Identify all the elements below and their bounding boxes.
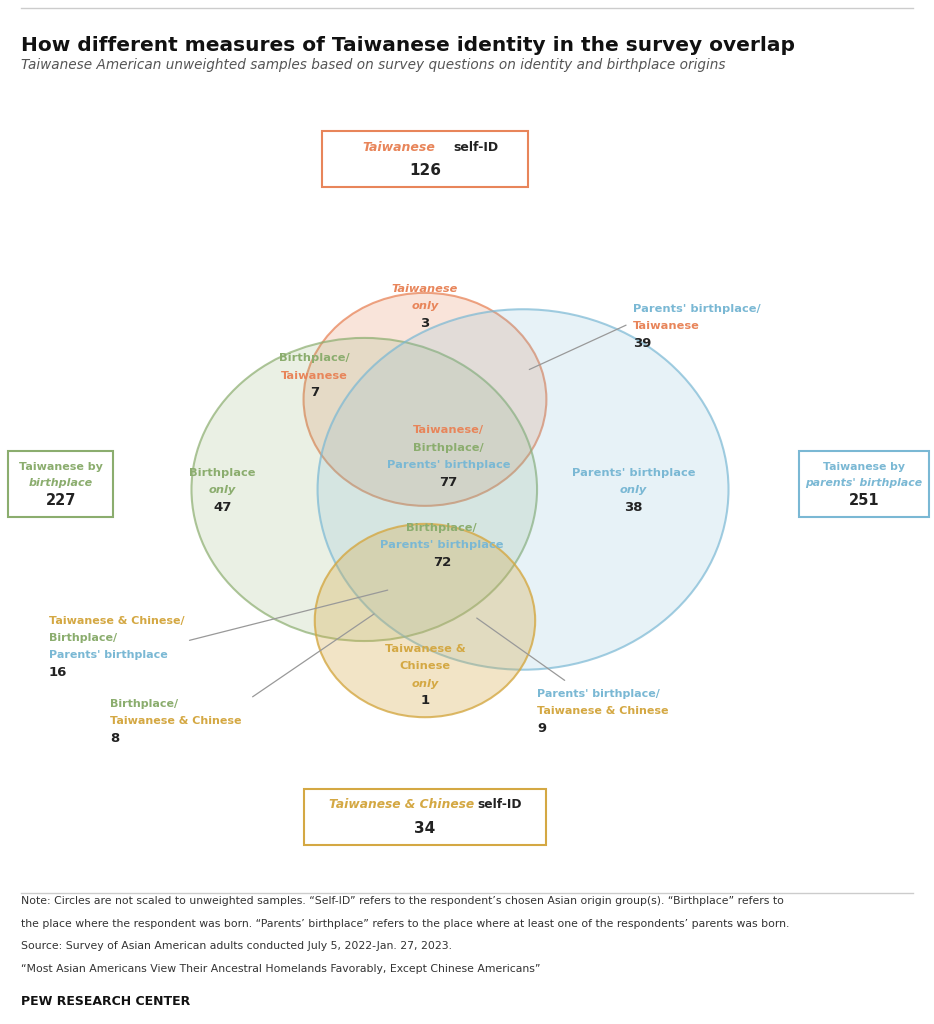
Text: Taiwanese/: Taiwanese/ xyxy=(413,426,484,435)
Circle shape xyxy=(191,338,537,641)
Text: 16: 16 xyxy=(49,666,67,679)
Text: Taiwanese: Taiwanese xyxy=(391,284,459,294)
Circle shape xyxy=(304,293,546,506)
Text: 126: 126 xyxy=(409,163,441,178)
Text: Birthplace/: Birthplace/ xyxy=(110,699,178,709)
Text: 227: 227 xyxy=(46,494,76,509)
Text: 8: 8 xyxy=(110,732,120,745)
Text: Note: Circles are not scaled to unweighted samples. “Self-ID” refers to the resp: Note: Circles are not scaled to unweight… xyxy=(21,896,784,906)
Text: Parents' birthplace: Parents' birthplace xyxy=(572,468,695,478)
Text: Birthplace/: Birthplace/ xyxy=(406,523,477,532)
Circle shape xyxy=(315,524,535,717)
Text: 39: 39 xyxy=(633,337,652,350)
Text: 1: 1 xyxy=(420,694,430,708)
Text: Birthplace/: Birthplace/ xyxy=(279,353,350,364)
Text: Taiwanese American unweighted samples based on survey questions on identity and : Taiwanese American unweighted samples ba… xyxy=(21,58,725,73)
Text: 251: 251 xyxy=(849,494,879,509)
Text: Birthplace/: Birthplace/ xyxy=(49,633,117,643)
Text: 9: 9 xyxy=(537,722,546,735)
Text: 72: 72 xyxy=(432,556,451,569)
Text: Parents' birthplace: Parents' birthplace xyxy=(387,460,510,470)
Text: self-ID: self-ID xyxy=(477,799,522,811)
Text: Birthplace: Birthplace xyxy=(189,468,256,478)
Text: Taiwanese & Chinese: Taiwanese & Chinese xyxy=(329,799,474,811)
Text: 7: 7 xyxy=(310,386,319,399)
Text: only: only xyxy=(619,485,647,496)
Text: How different measures of Taiwanese identity in the survey overlap: How different measures of Taiwanese iden… xyxy=(21,36,795,55)
Text: Taiwanese: Taiwanese xyxy=(281,371,348,381)
Text: Taiwanese: Taiwanese xyxy=(633,322,700,332)
Text: 34: 34 xyxy=(415,821,435,837)
Circle shape xyxy=(318,309,729,670)
Text: PEW RESEARCH CENTER: PEW RESEARCH CENTER xyxy=(21,995,190,1009)
Text: Taiwanese: Taiwanese xyxy=(362,140,435,154)
Text: Parents' birthplace: Parents' birthplace xyxy=(380,541,503,550)
Text: 38: 38 xyxy=(624,501,643,514)
FancyBboxPatch shape xyxy=(322,131,528,187)
Text: Taiwanese by: Taiwanese by xyxy=(823,463,905,472)
FancyBboxPatch shape xyxy=(304,790,546,845)
FancyBboxPatch shape xyxy=(8,451,114,516)
Text: only: only xyxy=(411,301,439,311)
Text: Taiwanese & Chinese: Taiwanese & Chinese xyxy=(537,707,669,717)
Text: 77: 77 xyxy=(439,475,458,488)
Text: Taiwanese & Chinese/: Taiwanese & Chinese/ xyxy=(49,615,184,626)
Text: Taiwanese & Chinese: Taiwanese & Chinese xyxy=(110,717,242,726)
Text: only: only xyxy=(208,485,236,496)
Text: “Most Asian Americans View Their Ancestral Homelands Favorably, Except Chinese A: “Most Asian Americans View Their Ancestr… xyxy=(21,964,540,974)
Text: Birthplace/: Birthplace/ xyxy=(413,442,484,453)
Text: only: only xyxy=(411,679,439,688)
Text: Parents' birthplace: Parents' birthplace xyxy=(49,650,167,659)
Text: parents' birthplace: parents' birthplace xyxy=(805,478,923,487)
Text: the place where the respondent was born. “Parents’ birthplace” refers to the pla: the place where the respondent was born.… xyxy=(21,919,789,929)
Text: 47: 47 xyxy=(213,501,232,514)
Text: Parents' birthplace/: Parents' birthplace/ xyxy=(633,304,761,314)
Text: Parents' birthplace/: Parents' birthplace/ xyxy=(537,689,660,699)
Text: Taiwanese &: Taiwanese & xyxy=(385,644,465,654)
Text: 3: 3 xyxy=(420,316,430,330)
FancyBboxPatch shape xyxy=(799,451,929,516)
Text: self-ID: self-ID xyxy=(454,140,499,154)
Text: Taiwanese by: Taiwanese by xyxy=(19,463,103,472)
Text: Chinese: Chinese xyxy=(400,662,450,672)
Text: Source: Survey of Asian American adults conducted July 5, 2022-Jan. 27, 2023.: Source: Survey of Asian American adults … xyxy=(21,941,451,951)
Text: birthplace: birthplace xyxy=(29,478,92,487)
